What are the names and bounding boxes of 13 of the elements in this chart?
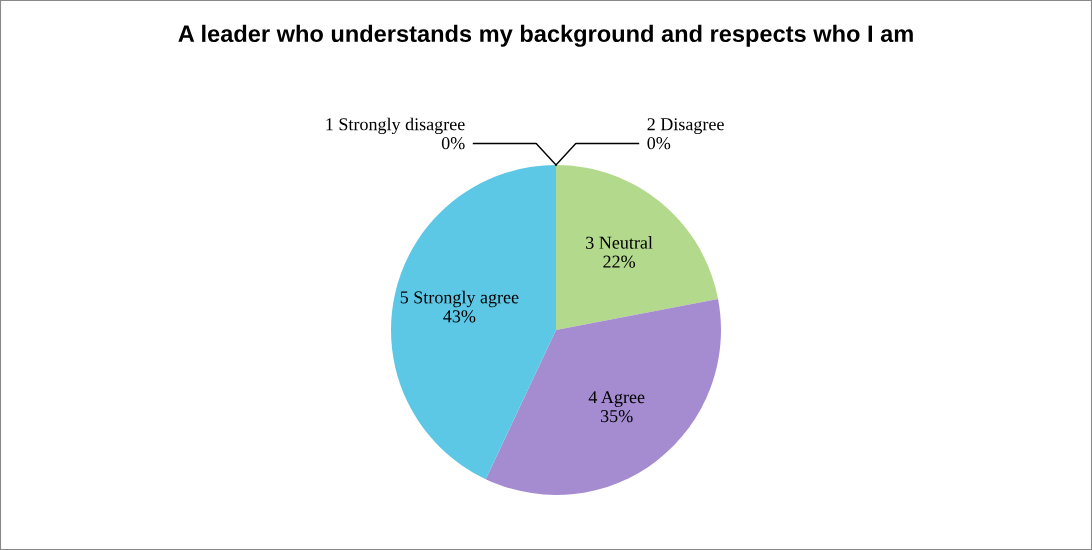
data-label: 22% (603, 255, 636, 268)
chart-title: A leader who understands my background and respects who I am (178, 24, 913, 47)
text: 0% (441, 137, 465, 150)
category-label: 1 Strongly disagree (326, 117, 465, 135)
category-label: 2 Disagree (647, 118, 724, 135)
pie-slice (556, 165, 719, 330)
slice-label: 4 Agree (588, 391, 645, 407)
pie-slice (391, 165, 556, 480)
slice-label: 5 Strongly agree (400, 290, 519, 308)
slice-label: 3 Neutral (586, 236, 653, 249)
text: 0% (647, 137, 671, 150)
data-label: 43% (443, 310, 476, 323)
data-label: 35% (600, 410, 633, 423)
